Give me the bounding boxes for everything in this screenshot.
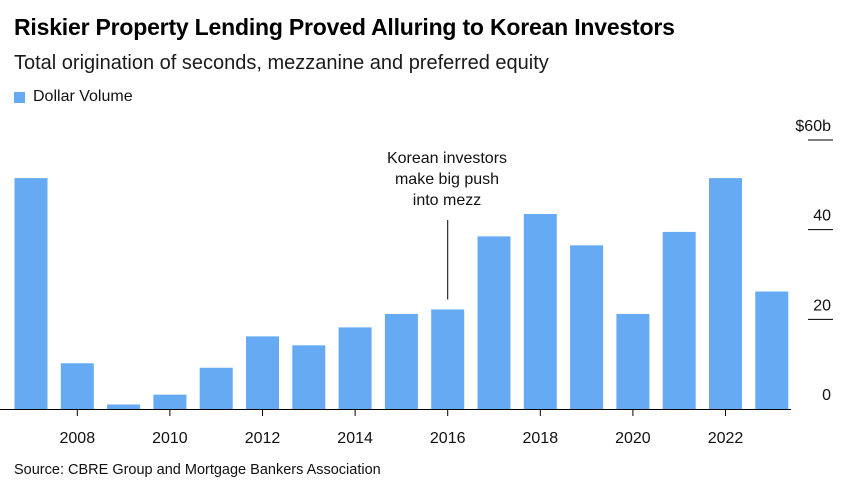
- bar-2015: [384, 313, 418, 409]
- bar-2023: [755, 291, 789, 409]
- x-tick-label-2010: 2010: [152, 430, 188, 447]
- chart-subtitle: Total origination of seconds, mezzanine …: [14, 52, 549, 74]
- bar-2010: [153, 394, 187, 409]
- x-tick-label-2018: 2018: [523, 430, 559, 447]
- annotation-line-1: Korean investors: [387, 150, 507, 167]
- bar-2018: [523, 213, 557, 409]
- x-tick-label-2016: 2016: [430, 430, 466, 447]
- y-tick-label-0: 0: [822, 387, 831, 404]
- bar-2008: [60, 363, 94, 409]
- x-tick-label-2014: 2014: [337, 430, 373, 447]
- annotation-line-3: into mezz: [413, 192, 481, 209]
- legend: Dollar Volume: [14, 88, 133, 106]
- bar-2014: [338, 327, 372, 409]
- bar-2020: [616, 313, 650, 409]
- bar-2022: [709, 178, 742, 409]
- x-tick-label-2020: 2020: [615, 430, 651, 447]
- x-tick-label-2012: 2012: [245, 430, 281, 447]
- bar-2017: [477, 236, 511, 409]
- chart-title: Riskier Property Lending Proved Alluring…: [14, 14, 675, 40]
- bar-2011: [199, 367, 233, 409]
- legend-swatch: [14, 91, 25, 103]
- bar-2009: [107, 404, 141, 409]
- legend-label: Dollar Volume: [33, 88, 133, 105]
- annotation-line-2: make big push: [395, 171, 499, 188]
- x-tick-label-2022: 2022: [708, 430, 744, 447]
- y-tick-label-20: 20: [813, 297, 831, 314]
- bar-2013: [292, 345, 326, 409]
- bar-2021: [662, 231, 696, 409]
- bar-2019: [570, 245, 604, 409]
- y-tick-label-60: $60b: [795, 118, 831, 135]
- bar-2016: [431, 309, 465, 409]
- x-tick-label-2008: 2008: [60, 430, 96, 447]
- bar-2007: [14, 178, 48, 409]
- bar-2012: [246, 336, 279, 409]
- source-note: Source: CBRE Group and Mortgage Bankers …: [14, 462, 381, 478]
- y-tick-label-40: 40: [813, 208, 831, 225]
